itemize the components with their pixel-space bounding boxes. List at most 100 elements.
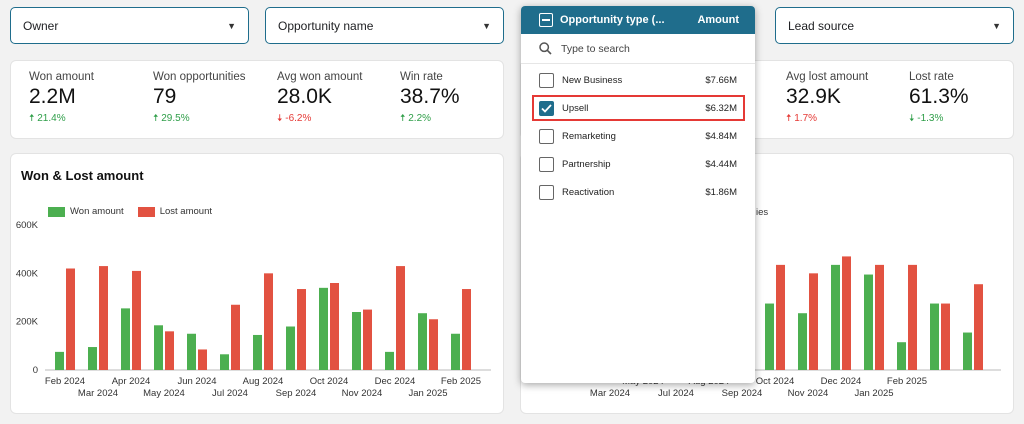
x-tick-label: Jun 2024 xyxy=(177,376,216,387)
item-label: Upsell xyxy=(562,102,589,114)
owner-filter[interactable]: Owner ▼ xyxy=(10,7,249,44)
opportunity-name-filter[interactable]: Opportunity name ▼ xyxy=(265,7,504,44)
bar-won-jan-2025 xyxy=(930,303,939,370)
legend-lost[interactable]: Lost amount xyxy=(137,206,212,217)
item-amount: $1.86M xyxy=(705,186,737,198)
kpi-change: 🠅 21.4% xyxy=(29,113,66,124)
chart-legend: Won amount Lost amount xyxy=(48,206,212,217)
checkbox[interactable] xyxy=(539,128,554,144)
bar-lost-aug-2024 xyxy=(264,273,273,370)
kpi-won-opportunities: Won opportunities 79 🠅 29.5% xyxy=(153,71,245,128)
legend-label: Won amount xyxy=(70,206,124,217)
x-tick-label: Jan 2025 xyxy=(408,388,447,399)
bar-won-oct-2024 xyxy=(831,264,840,370)
bar-won-dec-2024 xyxy=(897,342,906,370)
kpi-avg-lost-amount: Avg lost amount 32.9K 🠅 1.7% xyxy=(786,71,868,128)
kpi-label: Won amount xyxy=(29,71,94,83)
kpi-change: 🠇 -6.2% xyxy=(277,113,312,124)
kpi-win-rate: Win rate 38.7% 🠅 2.2% xyxy=(400,71,460,128)
bar-lost-apr-2024 xyxy=(132,270,141,370)
amount-column-header[interactable]: Amount xyxy=(697,14,739,26)
dropdown-item-remarketing[interactable]: Remarketing $4.84M xyxy=(521,122,755,150)
chevron-down-icon: ▼ xyxy=(992,20,1001,31)
kpi-value: 79 xyxy=(153,85,177,108)
bar-lost-dec-2024 xyxy=(396,266,405,370)
legend-won[interactable]: Won amount xyxy=(48,206,124,217)
bar-won-oct-2024 xyxy=(319,287,328,370)
bar-lost-oct-2024 xyxy=(842,256,851,370)
bar-won-aug-2024 xyxy=(253,334,262,370)
x-tick-label: Sep 2024 xyxy=(722,388,763,399)
bar-won-may-2024 xyxy=(154,325,163,370)
kpi-change: 🠅 2.2% xyxy=(400,113,432,124)
kpi-won-amount: Won amount 2.2M 🠅 21.4% xyxy=(29,71,94,128)
bar-lost-dec-2024 xyxy=(908,264,917,370)
x-tick-label: Feb 2025 xyxy=(887,376,927,387)
kpi-label: Avg lost amount xyxy=(786,71,869,83)
dropdown-item-upsell[interactable]: Upsell $6.32M xyxy=(521,94,755,122)
x-tick-label: Apr 2024 xyxy=(112,376,151,387)
bar-lost-feb-2025 xyxy=(462,289,471,370)
legend-label-fragment: ies xyxy=(756,207,768,218)
chevron-down-icon: ▼ xyxy=(227,20,236,31)
item-label: Reactivation xyxy=(562,186,615,198)
dropdown-item-reactivation[interactable]: Reactivation $1.86M xyxy=(521,178,755,206)
chart-title: Won & Lost amount xyxy=(21,168,144,183)
dropdown-list: New Business $7.66M Upsell $6.32M Remark… xyxy=(521,64,755,206)
x-tick-label: Jan 2025 xyxy=(854,388,893,399)
legend-swatch-won xyxy=(48,206,65,217)
y-tick-label: 600K xyxy=(16,220,39,231)
won-lost-chart-card: Won & Lost amount Won amount Lost amount… xyxy=(10,153,504,414)
arrow-up-icon: 🠅 xyxy=(153,113,162,124)
x-tick-label: Nov 2024 xyxy=(342,388,383,399)
item-amount: $4.44M xyxy=(705,158,737,170)
item-label: Remarketing xyxy=(562,130,616,142)
item-amount: $4.84M xyxy=(705,130,737,142)
lead-source-filter[interactable]: Lead source ▼ xyxy=(775,7,1014,44)
dropdown-item-partnership[interactable]: Partnership $4.44M xyxy=(521,150,755,178)
item-amount: $7.66M xyxy=(705,74,737,86)
kpi-card-left: Won amount 2.2M 🠅 21.4% Won opportunitie… xyxy=(10,60,504,139)
chevron-down-icon: ▼ xyxy=(482,20,491,31)
opportunity-name-filter-label: Opportunity name xyxy=(278,18,374,33)
x-tick-label: Dec 2024 xyxy=(821,376,862,387)
x-tick-label: Mar 2024 xyxy=(590,388,630,399)
opportunity-type-dropdown[interactable]: Opportunity type (... Amount Type to sea… xyxy=(521,6,755,383)
bar-lost-jan-2025 xyxy=(429,319,438,370)
bar-won-sep-2024 xyxy=(286,326,295,370)
bar-won-feb-2025 xyxy=(451,333,460,370)
arrow-up-icon: 🠅 xyxy=(400,113,409,124)
dropdown-header[interactable]: Opportunity type (... Amount xyxy=(521,6,755,34)
bar-won-nov-2024 xyxy=(352,312,361,370)
kpi-change: 🠅 1.7% xyxy=(786,113,818,124)
bar-won-jul-2024 xyxy=(220,354,229,370)
dropdown-item-new-business[interactable]: New Business $7.66M xyxy=(521,66,755,94)
y-tick-label: 400K xyxy=(16,268,39,279)
checkbox-checked[interactable] xyxy=(539,100,554,116)
x-tick-label: Oct 2024 xyxy=(756,376,795,387)
bar-won-mar-2024 xyxy=(88,347,97,370)
checkmark-icon xyxy=(541,103,552,113)
bar-won-jan-2025 xyxy=(418,313,427,370)
kpi-label: Avg won amount xyxy=(277,71,363,83)
search-placeholder: Type to search xyxy=(561,42,630,55)
arrow-down-icon: 🠇 xyxy=(909,113,918,124)
kpi-value: 2.2M xyxy=(29,85,76,108)
x-tick-label: Aug 2024 xyxy=(243,376,284,387)
x-tick-label: May 2024 xyxy=(143,388,185,399)
kpi-avg-won-amount: Avg won amount 28.0K 🠇 -6.2% xyxy=(277,71,362,128)
dropdown-search[interactable]: Type to search xyxy=(521,34,755,64)
x-tick-label: Nov 2024 xyxy=(788,388,829,399)
select-all-checkbox[interactable] xyxy=(539,13,553,27)
selection-highlight xyxy=(532,95,745,121)
arrow-up-icon: 🠅 xyxy=(29,113,38,124)
owner-filter-label: Owner xyxy=(23,18,59,33)
checkbox[interactable] xyxy=(539,72,554,88)
checkbox[interactable] xyxy=(539,184,554,200)
legend-label: Lost amount xyxy=(159,206,212,217)
checkbox[interactable] xyxy=(539,156,554,172)
kpi-change: 🠅 29.5% xyxy=(153,113,190,124)
dropdown-header-label: Opportunity type (... xyxy=(560,14,665,26)
x-tick-label: Oct 2024 xyxy=(310,376,349,387)
